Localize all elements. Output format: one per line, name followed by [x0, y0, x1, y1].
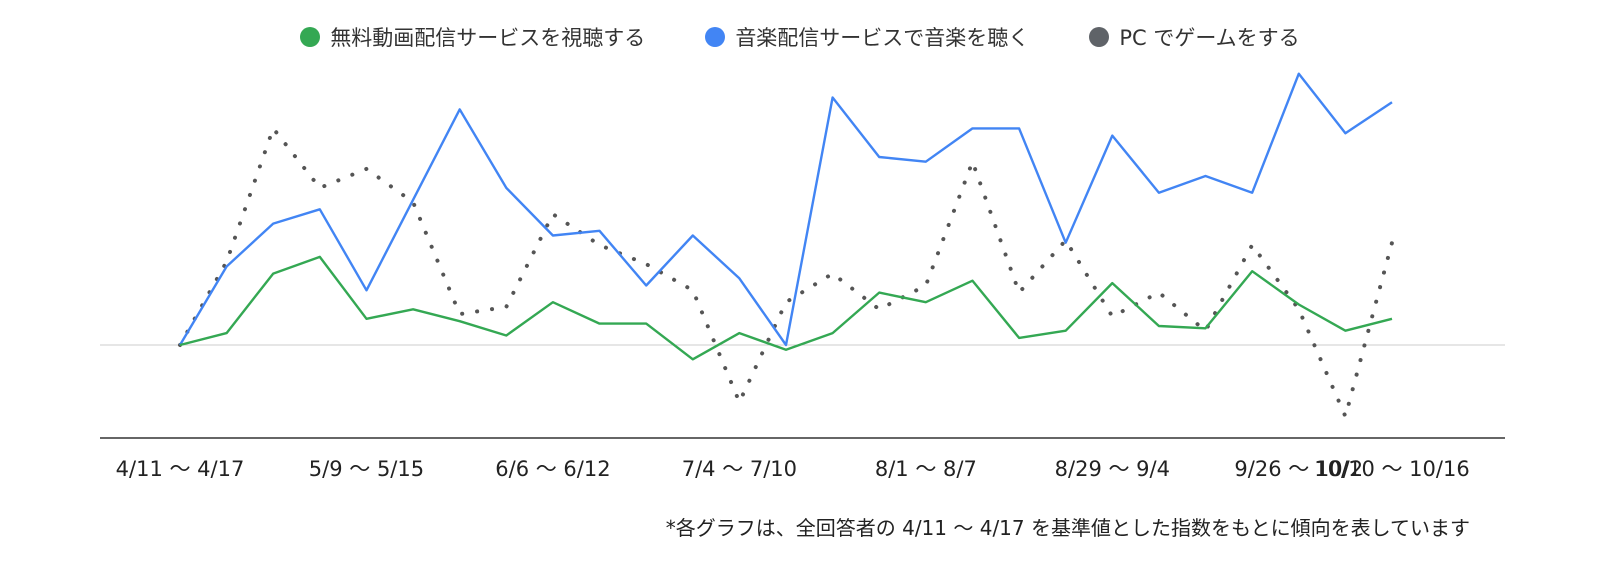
legend-item-music-streaming[interactable]: 音楽配信サービスで音楽を聴く: [705, 22, 1029, 52]
x-tick-label: 8/1 〜 8/7: [875, 457, 977, 481]
series-free-video-line: [179, 255, 1393, 361]
legend-dot-gray-icon: [1089, 27, 1110, 47]
x-tick-label: 10/10 〜 10/16: [1314, 457, 1469, 481]
legend-label: 音楽配信サービスで音楽を聴く: [735, 26, 1030, 50]
x-tick-label: 9/26 〜 10/2: [1234, 457, 1363, 481]
series-music-streaming-line: [178, 72, 1393, 347]
x-tick-label: 6/6 〜 6/12: [495, 457, 610, 481]
legend: 無料動画配信サービスを視聴する 音楽配信サービスで音楽を聴く PC でゲームをす…: [0, 22, 1600, 52]
series-pc-games-line: [178, 126, 1394, 419]
legend-dot-blue-icon: [705, 27, 726, 47]
legend-item-pc-games[interactable]: PC でゲームをする: [1089, 22, 1300, 52]
x-tick-label: 5/9 〜 5/15: [309, 457, 424, 481]
x-tick-label: 8/29 〜 9/4: [1055, 457, 1170, 481]
x-tick-label: 4/11 〜 4/17: [116, 457, 245, 481]
legend-label: 無料動画配信サービスを視聴する: [330, 26, 646, 50]
series-layer: [178, 72, 1394, 419]
legend-dot-green-icon: [300, 27, 321, 47]
footnote: *各グラフは、全回答者の 4/11 〜 4/17 を基準値とした指数をもとに傾向…: [665, 516, 1470, 540]
legend-item-free-video[interactable]: 無料動画配信サービスを視聴する: [300, 22, 645, 52]
x-tick-label: 7/4 〜 7/10: [682, 457, 797, 481]
legend-label: PC でゲームをする: [1119, 26, 1300, 50]
x-tick-labels: 4/11 〜 4/17 5/9 〜 5/15 6/6 〜 6/12 7/4 〜 7/1…: [116, 457, 1470, 481]
